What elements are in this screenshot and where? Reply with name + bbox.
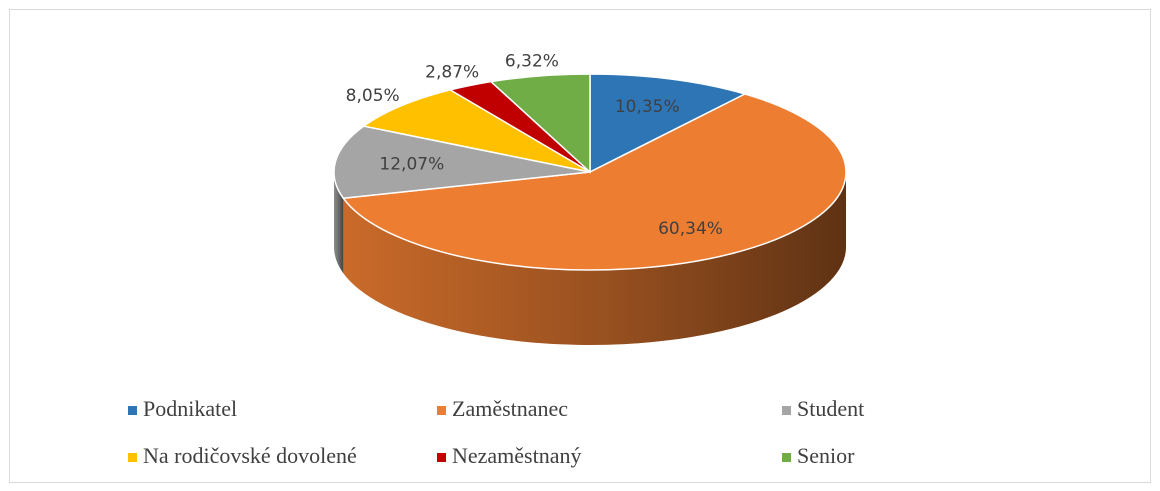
legend-label: Na rodičovské dovolené [143,443,357,468]
legend-swatch [437,453,446,462]
legend-swatch [437,406,446,415]
data-label: 60,34% [658,219,723,239]
slice [333,125,591,200]
legend-label: Podnikatel [143,396,237,421]
side-shade [343,172,846,345]
data-label: 6,32% [505,52,559,72]
legend-label: Zaměstnanec [452,396,568,421]
legend-swatch [782,453,791,462]
data-label: 2,87% [425,62,479,82]
slice [589,73,748,174]
legend-swatch [128,406,137,415]
slice [341,93,847,271]
data-label: 8,05% [346,86,400,106]
legend-swatch [782,406,791,415]
legend-swatch [128,453,137,462]
legend-label: Senior [797,443,855,468]
side-shade [334,172,344,274]
slice [489,73,591,174]
legend-label: Nezaměstnaný [452,443,582,468]
data-label: 10,35% [615,97,680,117]
legend-label: Student [797,396,864,421]
data-label: 12,07% [379,155,444,175]
slice [362,89,591,173]
